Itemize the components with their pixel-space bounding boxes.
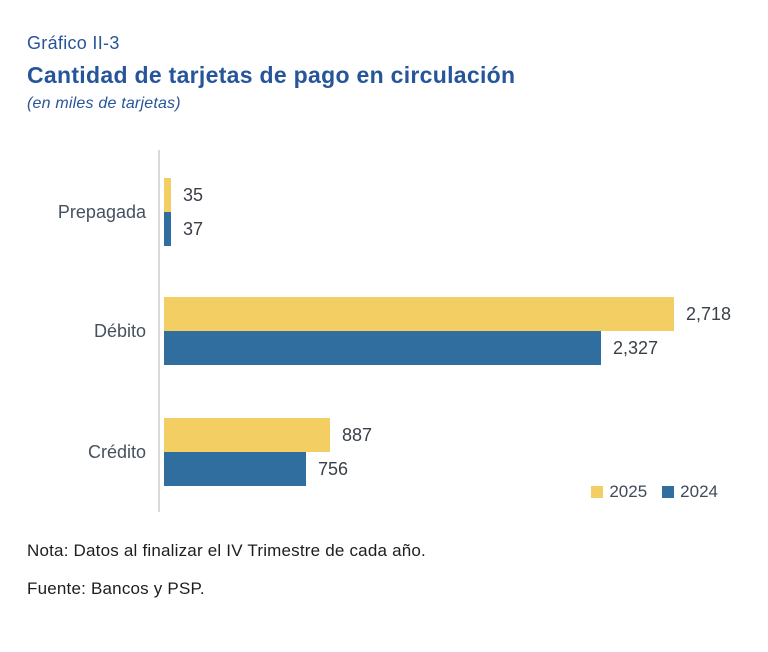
value-label: 35 — [183, 185, 204, 205]
bar-2024-credito — [164, 452, 306, 486]
legend-label: 2025 — [609, 482, 648, 501]
value-label: 2,327 — [613, 338, 659, 358]
chart-title: Cantidad de tarjetas de pago en circulac… — [27, 62, 516, 88]
legend-swatch-icon — [662, 486, 675, 498]
legend-label: 2024 — [680, 482, 718, 501]
chart-legend: 2025 2024 — [591, 482, 718, 502]
bar-2024-debito — [164, 331, 601, 365]
note-text: Nota: Datos al finalizar el IV Trimestre… — [27, 541, 426, 560]
category-axis-line — [158, 150, 160, 512]
value-label: 2,718 — [686, 304, 732, 324]
category-label-debito: Débito — [93, 321, 146, 341]
legend-swatch-icon — [591, 486, 604, 498]
category-label-credito: Crédito — [87, 442, 146, 462]
bar-2025-credito — [164, 418, 330, 452]
bar-2025-debito — [164, 297, 674, 331]
bar-chart: 2025 2024 Prepagada 35 37 Débito 2,718 2,327 Cr… — [0, 150, 768, 512]
category-label-prepagada: Prepagada — [57, 202, 146, 222]
source-text: Fuente: Bancos y PSP. — [27, 579, 205, 598]
chart-subtitle: (en miles de tarjetas) — [27, 95, 181, 112]
value-label: 756 — [318, 459, 349, 479]
graphic-number-label: Gráfico II-3 — [27, 33, 120, 53]
value-label: 887 — [342, 425, 373, 445]
legend-item-2024: 2024 — [662, 482, 718, 502]
bar-2024-prepagada — [164, 212, 171, 246]
value-label: 37 — [183, 219, 204, 239]
bar-2025-prepagada — [164, 178, 171, 212]
legend-item-2025: 2025 — [591, 482, 647, 502]
